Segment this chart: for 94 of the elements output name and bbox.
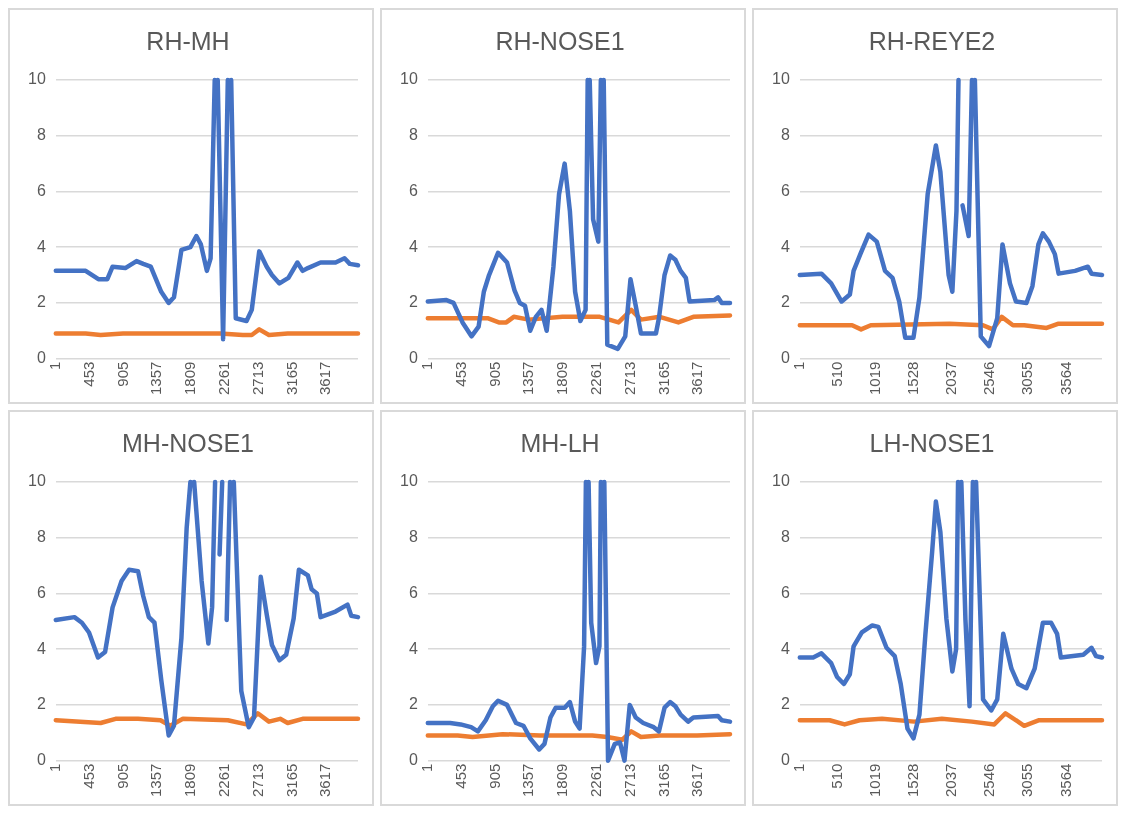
x-tick-label: 3055 (1018, 763, 1036, 798)
x-tick-label: 905 (485, 763, 503, 789)
x-tick-label: 1528 (904, 361, 922, 396)
y-tick-label: 10 (772, 70, 790, 88)
x-tick-label: 2037 (942, 361, 960, 396)
x-tick-label: 3617 (688, 763, 706, 798)
chart-title: MH-LH (520, 428, 600, 457)
x-tick-label: 3564 (1056, 361, 1074, 396)
x-tick-label: 1019 (866, 763, 884, 798)
y-tick-label: 0 (408, 751, 418, 769)
x-tick-label: 510 (828, 763, 846, 789)
x-tick-label: 905 (113, 763, 131, 789)
chart-title: RH-NOSE1 (495, 26, 625, 55)
y-tick-label: 10 (772, 472, 790, 490)
x-tick-label: 1809 (181, 361, 199, 396)
x-tick-label: 3055 (1018, 361, 1036, 396)
y-tick-label: 6 (36, 181, 46, 199)
x-tick-label: 3617 (316, 763, 334, 798)
x-tick-label: 453 (79, 361, 97, 387)
x-tick-label: 3165 (282, 763, 300, 798)
y-tick-label: 10 (28, 472, 46, 490)
x-tick-label: 2713 (620, 361, 638, 396)
x-tick-label: 3165 (654, 361, 672, 396)
x-tick-label: 510 (828, 361, 846, 387)
x-tick-label: 453 (79, 763, 97, 789)
y-tick-label: 6 (780, 181, 790, 199)
y-tick-label: 8 (36, 528, 46, 546)
x-tick-label: 1 (417, 763, 435, 772)
y-tick-label: 4 (408, 639, 418, 657)
x-tick-label: 2546 (980, 763, 998, 798)
x-tick-label: 905 (113, 361, 131, 387)
chart-title: LH-NOSE1 (869, 428, 995, 457)
y-tick-label: 8 (36, 126, 46, 144)
x-tick-label: 1357 (519, 763, 537, 798)
y-tick-label: 4 (780, 237, 790, 255)
x-tick-label: 2261 (215, 361, 233, 396)
y-tick-label: 4 (408, 237, 418, 255)
y-tick-label: 2 (780, 293, 790, 311)
x-tick-label: 1357 (147, 763, 165, 798)
y-tick-label: 6 (780, 583, 790, 601)
chart-title: RH-REYE2 (868, 26, 996, 55)
x-tick-label: 2546 (980, 361, 998, 396)
y-tick-label: 4 (780, 639, 790, 657)
y-tick-label: 0 (36, 751, 46, 769)
x-tick-label: 3617 (316, 361, 334, 396)
y-tick-label: 8 (780, 126, 790, 144)
x-tick-label: 2713 (620, 763, 638, 798)
y-tick-label: 2 (36, 293, 46, 311)
y-tick-label: 4 (36, 237, 46, 255)
x-tick-label: 1528 (904, 763, 922, 798)
y-tick-label: 10 (400, 472, 418, 490)
y-tick-label: 6 (36, 583, 46, 601)
x-tick-label: 1809 (181, 763, 199, 798)
y-tick-label: 2 (36, 695, 46, 713)
x-tick-label: 2037 (942, 763, 960, 798)
x-tick-label: 2261 (215, 763, 233, 798)
x-tick-label: 3617 (688, 361, 706, 396)
y-tick-label: 8 (408, 528, 418, 546)
chart-title: RH-MH (146, 26, 230, 55)
x-tick-label: 2261 (587, 361, 605, 396)
x-tick-label: 3165 (282, 361, 300, 396)
y-tick-label: 2 (408, 293, 418, 311)
x-tick-label: 905 (485, 361, 503, 387)
y-tick-label: 0 (36, 349, 46, 367)
x-tick-label: 1809 (553, 763, 571, 798)
y-tick-label: 8 (408, 126, 418, 144)
x-tick-label: 1 (45, 763, 63, 772)
y-tick-label: 2 (780, 695, 790, 713)
x-tick-label: 453 (451, 763, 469, 789)
y-tick-label: 8 (780, 528, 790, 546)
y-tick-label: 6 (408, 583, 418, 601)
x-tick-label: 1 (417, 361, 435, 370)
y-tick-label: 10 (28, 70, 46, 88)
y-tick-label: 0 (780, 349, 790, 367)
x-tick-label: 1 (45, 361, 63, 370)
y-tick-label: 0 (780, 751, 790, 769)
x-tick-label: 453 (451, 361, 469, 387)
x-tick-label: 3564 (1056, 763, 1074, 798)
x-tick-label: 2261 (587, 763, 605, 798)
x-tick-label: 1357 (519, 361, 537, 396)
y-tick-label: 4 (36, 639, 46, 657)
x-tick-label: 1019 (866, 361, 884, 396)
x-tick-label: 3165 (654, 763, 672, 798)
x-tick-label: 1 (789, 763, 807, 772)
x-tick-label: 2713 (248, 763, 266, 798)
y-tick-label: 10 (400, 70, 418, 88)
y-tick-label: 6 (408, 181, 418, 199)
x-tick-label: 1357 (147, 361, 165, 396)
x-tick-label: 1809 (553, 361, 571, 396)
x-tick-label: 1 (789, 361, 807, 370)
y-tick-label: 2 (408, 695, 418, 713)
chart-title: MH-NOSE1 (122, 428, 254, 457)
y-tick-label: 0 (408, 349, 418, 367)
x-tick-label: 2713 (248, 361, 266, 396)
